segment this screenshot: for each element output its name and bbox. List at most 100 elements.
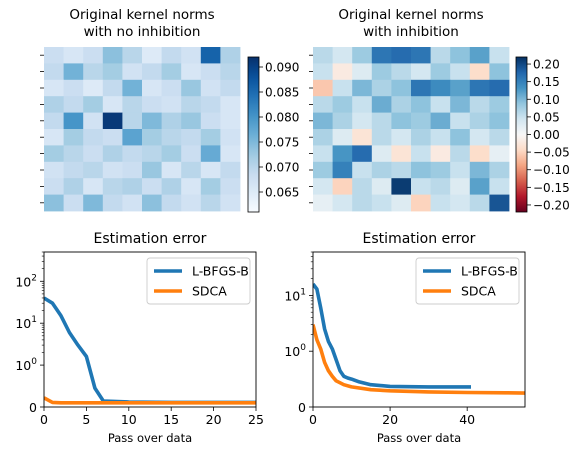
- heatmap-cell: [200, 79, 221, 97]
- colorbar-tick-label: 0.20: [533, 58, 560, 72]
- heatmap-cell: [142, 112, 162, 130]
- heatmap-cell: [450, 47, 471, 64]
- heatmap-cell: [391, 79, 412, 97]
- heatmap-cell: [200, 112, 221, 130]
- heatmap-cell: [181, 161, 202, 179]
- x-axis-label: Pass over data: [377, 431, 461, 445]
- heatmap-cell: [200, 47, 221, 64]
- heatmap-cell: [142, 47, 162, 64]
- x-tick-label: 20: [382, 412, 398, 427]
- heatmap-cell: [63, 161, 84, 179]
- heatmap-cell: [411, 63, 431, 81]
- colorbar-tick-label: −0.20: [533, 198, 570, 212]
- heatmap-cell: [122, 194, 143, 212]
- heatmap-cell: [450, 63, 471, 81]
- heatmap-cell: [450, 161, 471, 179]
- heatmap-cell: [430, 47, 451, 64]
- heatmap-cell: [450, 112, 471, 130]
- chart-title: Estimation error: [94, 231, 207, 247]
- heatmap-cell: [142, 194, 162, 212]
- y-tick-label: 102: [15, 273, 37, 289]
- heatmap-cell: [63, 129, 84, 146]
- heatmap-cell: [102, 96, 123, 113]
- x-tick-label: 0: [40, 412, 48, 427]
- heatmap-cell: [220, 63, 241, 81]
- y-tick-exponent: 2: [31, 273, 37, 283]
- x-tick-label: 10: [121, 412, 137, 427]
- heatmap-title-line: Original kernel norms: [69, 7, 214, 23]
- heatmap-cell: [142, 161, 162, 179]
- y-tick-exponent: 1: [300, 287, 306, 297]
- heatmap-cell: [332, 145, 353, 163]
- colorbar-tick-label: 0.075: [265, 136, 299, 150]
- heatmap-cell: [83, 112, 104, 130]
- colorbar-tick-label: −0.05: [533, 146, 570, 160]
- colorbar-tick-label: 0.080: [265, 111, 299, 125]
- heatmap-cell: [352, 129, 373, 146]
- heatmap-cell: [469, 112, 490, 130]
- colorbar-tick-label: −0.10: [533, 163, 570, 177]
- heatmap-cell: [161, 112, 182, 130]
- heatmap-cell: [102, 129, 123, 146]
- heatmap-cell: [102, 79, 123, 97]
- heatmap-cell: [411, 194, 431, 212]
- heatmap-cell: [44, 96, 64, 113]
- heatmap-cell: [181, 47, 202, 64]
- heatmap-cell: [489, 79, 510, 97]
- heatmap-cell: [332, 178, 353, 195]
- heatmap-cell: [489, 47, 510, 64]
- heatmap-cell: [450, 96, 471, 113]
- heatmap-cell: [411, 161, 431, 179]
- heatmap-cell: [371, 194, 392, 212]
- heatmap-cell: [181, 79, 202, 97]
- heatmap-cell: [102, 194, 123, 212]
- heatmap-cell: [332, 63, 353, 81]
- heatmap-cell: [332, 96, 353, 113]
- heatmap-cell: [352, 178, 373, 195]
- series-line-sdca: [313, 324, 525, 395]
- heatmap-cell: [411, 47, 431, 64]
- heatmap-cell: [122, 79, 143, 97]
- heatmap-cell: [391, 96, 412, 113]
- heatmap-cell: [391, 47, 412, 64]
- heatmap-cell: [44, 145, 64, 163]
- heatmap-cell: [411, 112, 431, 130]
- heatmap-cell: [63, 194, 84, 212]
- heatmap-cell: [83, 129, 104, 146]
- x-tick-label: 0: [309, 412, 317, 427]
- x-tick-label: 40: [459, 412, 475, 427]
- heatmap-cell: [371, 178, 392, 195]
- heatmap-cell: [181, 63, 202, 81]
- heatmap-cell: [313, 161, 333, 179]
- heatmap-cell: [313, 145, 333, 163]
- heatmap-cell: [161, 178, 182, 195]
- heatmap-cell: [411, 129, 431, 146]
- heatmap-cell: [63, 79, 84, 97]
- heatmap-cell: [161, 96, 182, 113]
- heatmap-cell: [122, 129, 143, 146]
- heatmap-cell: [220, 178, 241, 195]
- colorbar-tick-label: 0.090: [265, 61, 299, 75]
- heatmap-cell: [332, 112, 353, 130]
- heatmap-cell: [450, 129, 471, 146]
- heatmap-cell: [220, 96, 241, 113]
- heatmap-title-line: with no inhibition: [84, 24, 201, 40]
- y-tick-exponent: 0: [31, 357, 37, 367]
- heatmap-cell: [332, 161, 353, 179]
- y-tick-label: 100: [15, 357, 37, 373]
- heatmap-cell: [200, 161, 221, 179]
- heatmap-cell: [313, 63, 333, 81]
- chart-title: Estimation error: [363, 231, 476, 247]
- series-line-l-bfgs-b: [313, 282, 471, 389]
- heatmap-cell: [181, 194, 202, 212]
- y-tick-label: 101: [284, 287, 306, 303]
- heatmap-cell: [200, 96, 221, 113]
- heatmap-cell: [83, 178, 104, 195]
- heatmap-cell: [411, 178, 431, 195]
- heatmap-cell: [63, 47, 84, 64]
- y-tick-exponent: 1: [31, 315, 37, 325]
- heatmap-cell: [142, 145, 162, 163]
- heatmap-cell: [489, 63, 510, 81]
- heatmap-cell: [450, 79, 471, 97]
